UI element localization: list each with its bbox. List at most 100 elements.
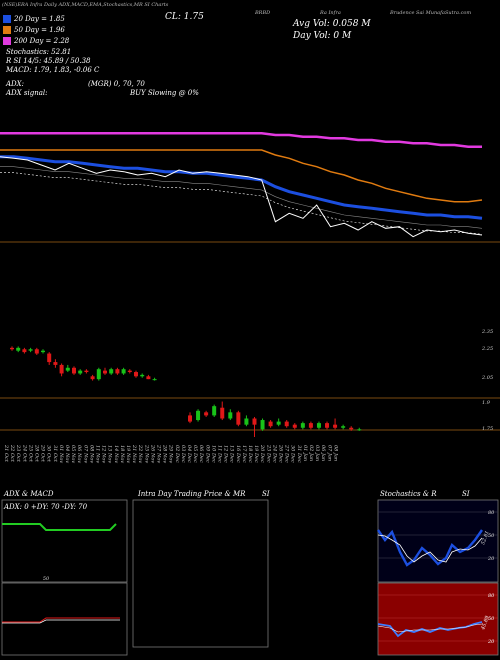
candle-upper-body-23: [152, 379, 157, 381]
candle-upper-body-7: [53, 362, 58, 365]
rsi-tick-2: 20: [487, 639, 495, 645]
candle-upper-body-4: [34, 349, 39, 354]
date-label-51: 03 Jan: [314, 445, 320, 461]
series-line-3: [0, 156, 483, 238]
date-label-16: 12 Nov: [101, 445, 107, 463]
date-label-54: 08 Jan: [332, 445, 338, 461]
candle-lower-body-16: [316, 423, 321, 428]
candle-lower-body-11: [276, 421, 281, 425]
ema200-legend: 200 Day = 2.28: [3, 37, 69, 45]
date-label-52: 06 Jan: [320, 445, 326, 461]
stoch-tick-2: 20: [487, 556, 495, 562]
adx-panel-title: ADX & MACD: [4, 490, 54, 498]
date-label-0: 21 Oct: [3, 444, 9, 463]
candle-lower-body-2: [204, 412, 209, 416]
date-label-25: 27 Nov: [156, 444, 162, 463]
date-label-40: 18 Dec: [247, 445, 253, 463]
rsi-tick-0: 80: [488, 593, 495, 599]
date-label-15: 11 Nov: [95, 445, 101, 463]
date-label-47: 30 Dec: [290, 445, 296, 463]
candle-upper-body-5: [41, 350, 45, 353]
date-label-45: 26 Dec: [278, 444, 284, 463]
date-label-8: 31 Oct: [52, 445, 58, 463]
price-tick-1: 2.25: [481, 346, 493, 352]
date-label-6: 29 Oct: [40, 444, 46, 463]
candle-lower-body-4: [220, 407, 225, 419]
top-strip: (NSE)ERA Infra Daily ADX,MACD,EMA,Stocha…: [2, 2, 169, 8]
date-label-12: 06 Nov: [76, 445, 82, 463]
stoch-text: Stochastics: 52.81: [6, 48, 72, 56]
adx-panel-label: ADX: 0 +DY: 70 -DY: 70: [4, 503, 88, 511]
date-label-35: 11 Dec: [217, 445, 223, 463]
candle-upper-body-6: [47, 353, 52, 363]
date-label-18: 14 Nov: [113, 445, 119, 463]
intra-panel-title: Intra Day Trading Price & MR: [138, 490, 246, 498]
buy-text: BUY Slowing @ 0%: [130, 89, 199, 97]
candle-lower-body-3: [212, 406, 217, 416]
candle-lower-body-8: [252, 418, 257, 425]
candle-lower-body-12: [284, 421, 289, 427]
date-label-5: 28 Oct: [34, 444, 40, 463]
adx-mid-tick: 50: [43, 576, 50, 582]
day-vol-label: Day Vol: 0 M: [293, 31, 352, 41]
date-label-41: 19 Dec: [253, 445, 259, 463]
date-label-4: 25 Oct: [27, 444, 33, 463]
candle-upper-body-19: [127, 370, 132, 373]
candle-upper-body-9: [65, 367, 70, 371]
rsi-tick-1: 50: [488, 616, 495, 622]
date-label-14: 08 Nov: [88, 445, 94, 463]
date-label-7: 30 Oct: [46, 445, 52, 463]
date-label-19: 18 Nov: [119, 445, 125, 463]
price-tick-2: 2.05: [481, 375, 493, 381]
candle-lower-body-1: [196, 410, 201, 421]
candle-lower-body-20: [349, 427, 354, 430]
date-label-36: 12 Dec: [223, 445, 229, 463]
date-label-38: 16 Dec: [235, 445, 241, 463]
date-label-34: 10 Dec: [210, 445, 216, 463]
candle-lower-body-21: [357, 429, 362, 431]
candle-lower-body-19: [341, 426, 346, 428]
ema20-text: 20 Day = 1.85: [14, 15, 65, 23]
candle-upper-body-10: [72, 367, 76, 374]
candle-upper-body-11: [78, 370, 83, 374]
rsi-value: 45.89: [480, 614, 491, 631]
series-line-0: [0, 132, 482, 148]
date-label-2: 23 Oct: [15, 444, 21, 463]
ema50-swatch: [3, 26, 11, 34]
candle-lower-body-0: [188, 415, 192, 422]
candle-lower-body-13: [292, 424, 297, 428]
candle-lower-body-14: [300, 423, 305, 428]
date-label-17: 13 Nov: [107, 445, 113, 463]
adx-panel-box: [1, 499, 128, 583]
ema200-text: 200 Day = 2.28: [14, 37, 70, 45]
date-label-37: 13 Dec: [229, 445, 235, 463]
macd-line-red: [2, 617, 120, 623]
candle-upper-body-2: [22, 349, 27, 353]
date-label-20: 19 Nov: [125, 445, 131, 463]
series-dotted-line: [0, 172, 483, 235]
macd-text: MACD: 1.79, 1.83, -0.06 C: [6, 66, 100, 74]
series-line-1: [0, 149, 483, 203]
candle-lower-body-10: [268, 421, 273, 427]
price-tick-4: 1.75: [482, 426, 493, 432]
stoch-panel-box: [377, 499, 499, 583]
date-label-29: 03 Dec: [180, 445, 186, 463]
series-shadow-line: [0, 166, 483, 229]
series-line-2: [0, 155, 483, 220]
candle-upper-body-20: [134, 372, 138, 377]
rsi-signal-line: [377, 623, 483, 633]
date-label-27: 29 Nov: [168, 444, 174, 463]
candle-lower-body-18: [333, 424, 338, 428]
date-label-21: 21 Nov: [131, 444, 137, 463]
date-label-30: 04 Dec: [186, 445, 192, 463]
date-label-1: 22 Oct: [9, 444, 15, 463]
adx-signal-text: ADX signal:: [6, 89, 48, 97]
date-label-53: 07 Jan: [326, 445, 332, 461]
ema200-swatch: [3, 37, 11, 45]
avg-vol-label: Avg Vol: 0.058 M: [293, 19, 371, 29]
stoch-tick-1: 50: [488, 533, 495, 539]
candle-upper-body-8: [59, 364, 64, 374]
date-label-24: 26 Nov: [149, 444, 155, 463]
date-label-13: 07 Nov: [82, 445, 88, 463]
